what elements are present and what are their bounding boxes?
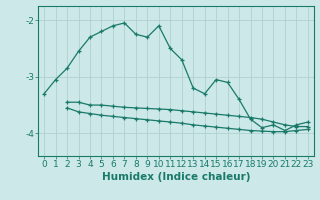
X-axis label: Humidex (Indice chaleur): Humidex (Indice chaleur)	[102, 172, 250, 182]
